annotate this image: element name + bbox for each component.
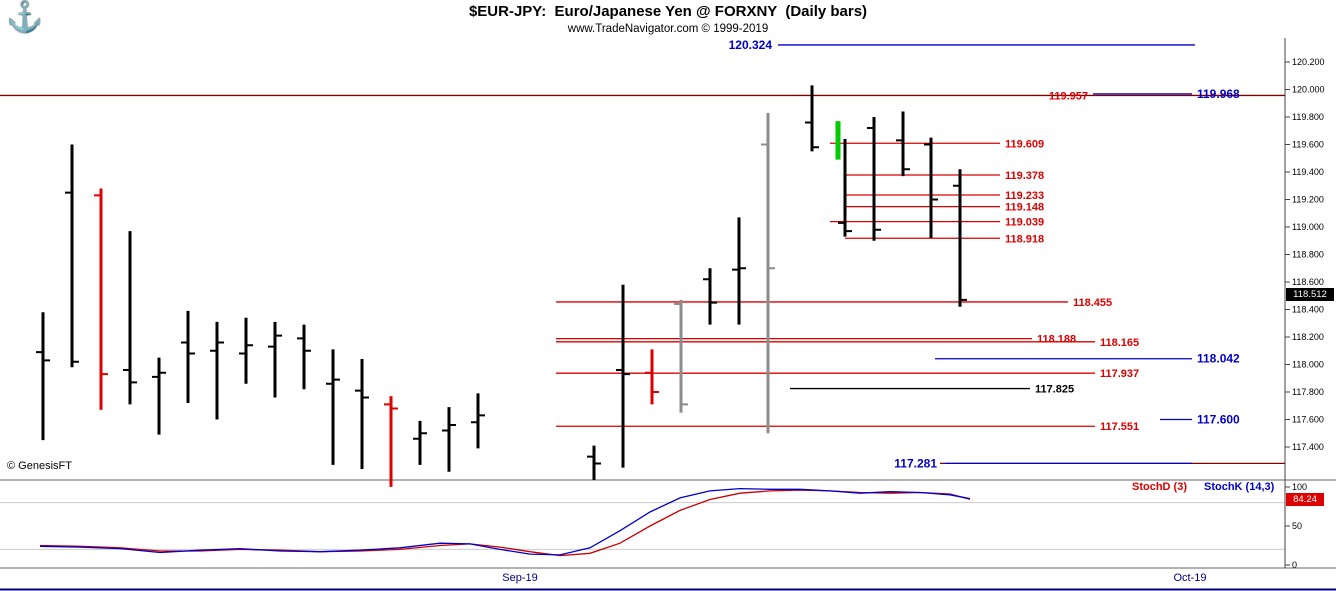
stochk-legend-label: StochK (14,3) <box>1204 481 1275 493</box>
level-label: 117.825 <box>1035 384 1074 396</box>
level-label: 117.551 <box>1100 421 1139 433</box>
price-axis-label: 120.200 <box>1292 57 1325 67</box>
level-label: 119.957 <box>1049 90 1088 102</box>
level-label: 117.937 <box>1100 368 1139 380</box>
price-axis-label: 118.000 <box>1292 360 1324 370</box>
level-label: 118.918 <box>1005 233 1044 245</box>
price-axis-label: 120.000 <box>1292 85 1325 95</box>
price-axis-label: 117.400 <box>1292 442 1324 452</box>
level-label: 119.609 <box>1005 138 1044 150</box>
stochd-legend-label: StochD (3) <box>1132 481 1187 493</box>
price-axis-label: 119.400 <box>1292 167 1324 177</box>
price-axis-label: 118.400 <box>1292 305 1324 315</box>
price-axis-label: 119.600 <box>1292 140 1324 150</box>
price-axis-label: 119.000 <box>1292 222 1324 232</box>
level-label: 119.039 <box>1005 217 1044 229</box>
anchor-logo-icon: ⚓ <box>6 1 44 34</box>
chart-title: $EUR-JPY: Euro/Japanese Yen @ FORXNY (Da… <box>468 3 868 20</box>
level-label: 117.600 <box>1197 413 1240 427</box>
current-price-badge: 118.512 <box>1286 288 1334 301</box>
date-label-sep19: Sep-19 <box>502 572 538 584</box>
level-label: 117.281 <box>894 456 937 470</box>
stoch-axis-label: 50 <box>1292 521 1302 531</box>
chart-subtitle: www.TradeNavigator.com © 1999-2019 <box>567 23 769 35</box>
level-label: 119.233 <box>1005 190 1044 202</box>
stoch-axis-label: 0 <box>1292 560 1297 570</box>
level-label: 119.378 <box>1005 170 1044 182</box>
level-label: 118.188 <box>1037 334 1076 346</box>
level-label: 119.148 <box>1005 202 1044 214</box>
stoch-axis-label: 100 <box>1292 482 1307 492</box>
price-axis-label: 118.200 <box>1292 332 1324 342</box>
date-label-oct19: Oct-19 <box>1173 572 1207 584</box>
price-axis-label: 118.600 <box>1292 277 1324 287</box>
price-axis-label: 117.800 <box>1292 387 1324 397</box>
price-axis-label: 117.600 <box>1292 415 1324 425</box>
level-label: 120.324 <box>729 38 773 52</box>
genesisft-credit: © GenesisFT <box>7 460 72 472</box>
level-label: 118.455 <box>1073 297 1112 309</box>
level-label: 118.042 <box>1197 352 1240 366</box>
stoch-value-badge: 84.24 <box>1286 493 1324 506</box>
stoch-line <box>39 487 971 556</box>
level-label: 118.165 <box>1100 337 1139 349</box>
stoch-line <box>39 489 971 557</box>
price-axis-label: 118.800 <box>1292 250 1324 260</box>
level-label: 119.968 <box>1197 87 1240 101</box>
price-axis-label: 119.200 <box>1292 195 1324 205</box>
price-axis-label: 119.800 <box>1292 112 1324 122</box>
